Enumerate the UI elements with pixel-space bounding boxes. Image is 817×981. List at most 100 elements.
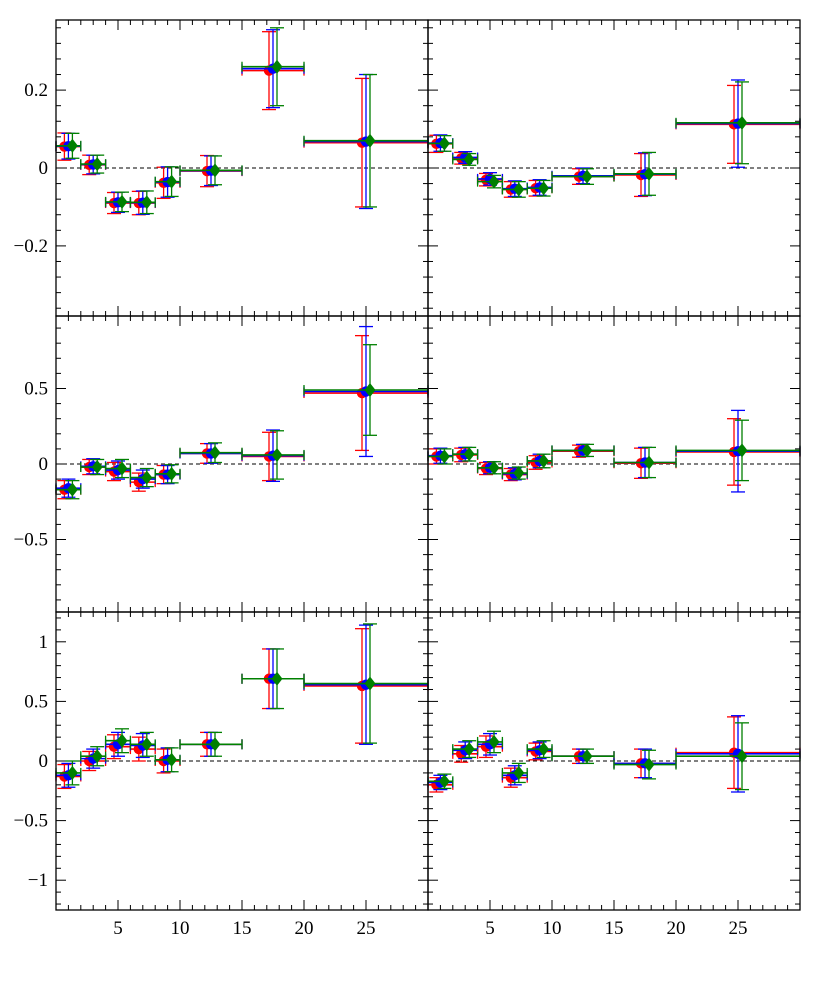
diamond-marker <box>364 133 376 148</box>
y-tick-label: −0.5 <box>14 530 48 551</box>
data-point-series-3 <box>55 132 82 159</box>
diamond-marker <box>513 765 525 780</box>
diamond-marker <box>643 455 655 470</box>
data-point-series-3 <box>613 749 677 780</box>
diamond-marker <box>463 152 475 167</box>
diamond-marker <box>513 466 525 481</box>
panel-bottom-left: −1−0.500.515 10 15 20 25 <box>14 611 429 939</box>
data-point-series-3 <box>154 747 181 773</box>
diamond-marker <box>66 482 78 497</box>
y-tick-label: 0.5 <box>24 691 48 712</box>
y-tick-label: 0 <box>39 751 49 772</box>
data-point-series-3 <box>501 762 528 784</box>
data-point-series-3 <box>526 453 553 469</box>
data-point-series-3 <box>501 180 528 198</box>
y-tick-label: −0.2 <box>14 236 48 257</box>
data-point-series-3 <box>303 73 429 208</box>
diamond-marker <box>463 742 475 757</box>
data-point-series-3 <box>551 168 615 186</box>
diamond-marker <box>91 157 103 172</box>
diamond-marker <box>166 466 178 481</box>
data-point-series-3 <box>303 623 429 744</box>
data-point-series-3 <box>675 419 801 482</box>
y-tick-label: −1 <box>28 870 48 891</box>
panel-middle-left: −0.5 0 0.5 <box>14 315 429 613</box>
x-tick-label: 25 <box>357 918 376 939</box>
diamond-marker <box>643 757 655 772</box>
y-tick-label: 0.5 <box>24 378 48 399</box>
data-point-series-3 <box>675 81 801 165</box>
data-point-series-3 <box>129 190 156 215</box>
diamond-marker <box>271 447 283 462</box>
diamond-marker <box>116 194 128 209</box>
data-point-series-3 <box>551 443 615 458</box>
data-point-series-3 <box>452 152 479 167</box>
diamond-marker <box>438 136 450 151</box>
data-point-series-3 <box>613 446 677 479</box>
x-tick-label: 20 <box>667 918 686 939</box>
data-point-series-3 <box>452 740 479 759</box>
diamond-marker <box>736 749 748 764</box>
diamond-marker <box>736 115 748 130</box>
diamond-marker <box>141 195 153 210</box>
diamond-marker <box>488 174 500 189</box>
y-tick-label: 0 <box>39 158 49 179</box>
data-point-series-3 <box>452 446 479 462</box>
diamond-marker <box>581 443 593 458</box>
panel-top-right <box>427 19 801 317</box>
data-point-series-3 <box>551 748 615 765</box>
data-point-series-2 <box>675 715 801 793</box>
diamond-marker <box>538 453 550 468</box>
diamond-marker <box>488 734 500 749</box>
data-point-series-3 <box>80 154 107 174</box>
panel-bottom-right: 5 10 15 20 25 <box>427 611 801 939</box>
diamond-marker <box>141 737 153 752</box>
y-tick-label: 0 <box>39 454 49 475</box>
data-point-series-3 <box>303 344 429 436</box>
diamond-marker <box>513 182 525 197</box>
data-point-series-2 <box>241 29 305 109</box>
chart-panels: −0.200.2−0.500.5−1−0.500.515 10 15 20 25 5 10 1… <box>14 19 801 939</box>
x-tick-label: 5 <box>113 918 123 939</box>
diamond-marker <box>463 447 475 462</box>
diamond-marker <box>364 676 376 691</box>
y-tick-label: 1 <box>39 632 49 653</box>
panel-middle-right <box>427 315 801 613</box>
data-point-series-2 <box>476 732 504 756</box>
data-point-series-3 <box>179 731 243 757</box>
diamond-marker <box>438 774 450 789</box>
data-point-series-3 <box>613 151 677 196</box>
data-point-series-3 <box>129 467 156 488</box>
data-point-series-3 <box>476 174 504 189</box>
data-point-series-3 <box>129 731 156 757</box>
diamond-marker <box>271 59 283 74</box>
data-point-series-3 <box>476 460 504 475</box>
diamond-marker <box>538 742 550 757</box>
diamond-marker <box>166 752 178 767</box>
diamond-marker <box>141 470 153 485</box>
diamond-marker <box>581 169 593 184</box>
data-point-series-2 <box>55 762 82 788</box>
diamond-marker <box>488 460 500 475</box>
diamond-marker <box>209 737 221 752</box>
data-point-series-3 <box>476 730 504 754</box>
diamond-marker <box>66 765 78 780</box>
data-point-series-3 <box>526 740 553 759</box>
diamond-marker <box>581 749 593 764</box>
data-point-series-3 <box>179 442 243 464</box>
x-tick-label: 15 <box>233 918 252 939</box>
data-point-series-3 <box>241 27 305 107</box>
data-point-series-3 <box>241 430 305 480</box>
diamond-marker <box>538 181 550 196</box>
diamond-marker <box>209 445 221 460</box>
data-point-series-3 <box>104 458 132 479</box>
diamond-marker <box>438 449 450 464</box>
x-tick-label: 10 <box>171 918 190 939</box>
data-point-series-3 <box>526 179 553 197</box>
diamond-marker <box>91 749 103 764</box>
diamond-marker <box>66 138 78 153</box>
data-point-series-3 <box>154 166 181 198</box>
panel-frame <box>427 611 801 911</box>
x-tick-label: 25 <box>729 918 748 939</box>
